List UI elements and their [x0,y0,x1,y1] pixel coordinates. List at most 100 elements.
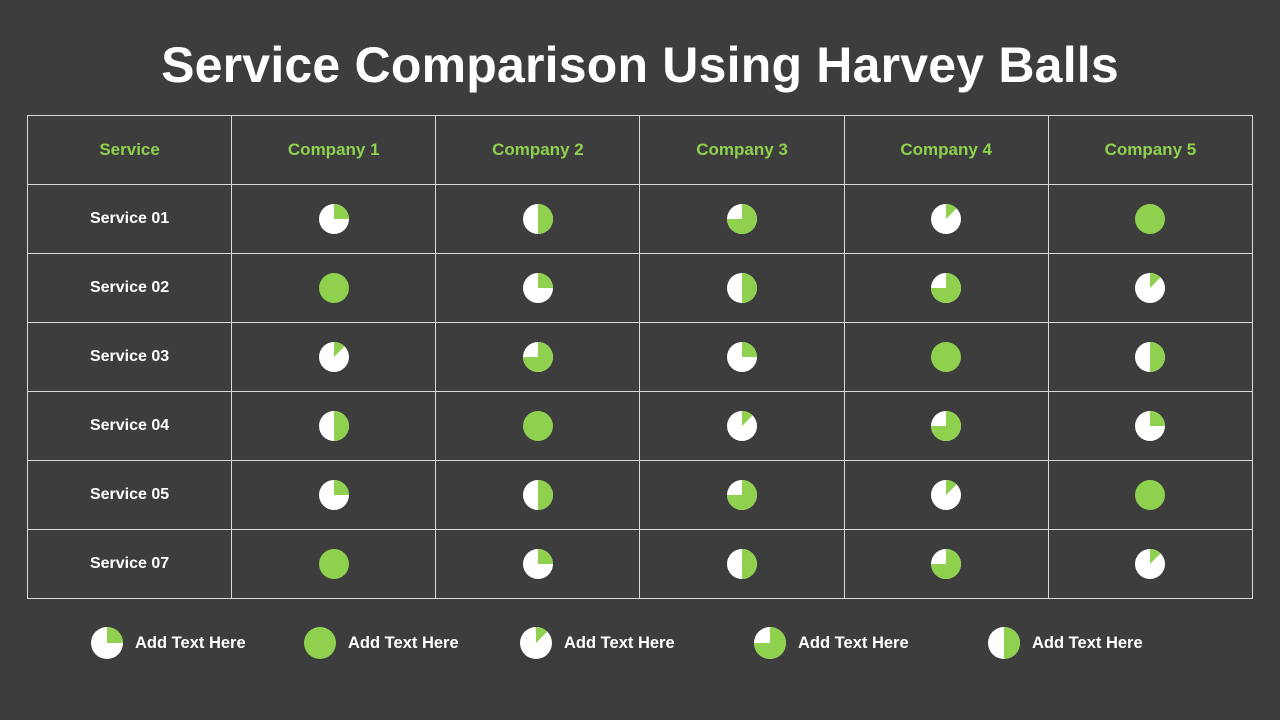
header-row: Service Company 1 Company 2 Company 3 Co… [26,115,1254,185]
harvey-ball-icon [1135,411,1166,441]
rating-cell-company-5 [1047,322,1254,392]
rating-cell-company-2 [435,529,641,599]
harvey-ball-icon [931,549,962,579]
table-row: Service 01 [26,184,1254,254]
harvey-ball-icon [727,549,758,579]
rating-cell-company-5 [1047,529,1254,599]
harvey-ball-icon [522,342,553,372]
legend-label: Add Text Here [564,633,675,652]
harvey-ball-icon [318,549,349,579]
harvey-ball-icon [318,273,349,303]
rating-cell-company-5 [1047,460,1254,530]
harvey-ball-base [318,549,349,579]
harvey-ball-icon [727,342,758,372]
legend-harvey-ball-icon [988,627,1020,659]
harvey-ball-icon [318,411,349,441]
legend-label: Add Text Here [348,633,459,652]
rating-cell-company-5 [1047,253,1254,323]
harvey-ball-fill [537,204,553,234]
table-row: Service 07 [26,529,1254,599]
harvey-ball-base [1135,204,1166,234]
harvey-ball-fill [727,480,758,510]
header-cell-company-1: Company 1 [231,115,437,185]
rating-cell-company-3 [639,460,845,530]
table-row: Service 04 [26,391,1254,461]
harvey-ball-fill [107,627,123,643]
harvey-ball-fill [333,342,345,357]
harvey-ball-fill [742,549,758,579]
harvey-ball-fill [536,627,548,643]
harvey-ball-fill [742,342,758,357]
rating-cell-company-2 [435,460,641,530]
rating-cell-company-1 [231,322,437,392]
harvey-ball-base [304,627,336,659]
harvey-ball-fill [333,411,349,441]
harvey-ball-base [1135,480,1166,510]
harvey-ball-icon [318,480,349,510]
legend-harvey-ball-icon [304,627,336,659]
rating-cell-company-3 [639,253,845,323]
harvey-ball-fill [754,627,786,659]
legend-item: Add Text Here [520,626,675,660]
rating-cell-company-3 [639,184,845,254]
harvey-ball-icon [1135,480,1166,510]
service-name-cell: Service 04 [26,391,233,461]
harvey-ball-icon [931,204,962,234]
harvey-ball-base [931,342,962,372]
legend-label: Add Text Here [798,633,909,652]
harvey-ball-fill [522,342,553,372]
rating-cell-company-1 [231,184,437,254]
rating-cell-company-4 [843,322,1049,392]
harvey-ball-fill [946,204,957,219]
service-name-cell: Service 01 [26,184,233,254]
harvey-ball-icon [522,204,553,234]
legend-label: Add Text Here [1032,633,1143,652]
rating-cell-company-2 [435,322,641,392]
rating-cell-company-3 [639,529,845,599]
legend-label: Add Text Here [135,633,246,652]
harvey-ball-icon [931,273,962,303]
rating-cell-company-1 [231,253,437,323]
table-row: Service 03 [26,322,1254,392]
harvey-ball-icon [522,411,553,441]
legend: Add Text Here Add Text Here Add Text Here A… [91,626,1191,662]
rating-cell-company-4 [843,529,1049,599]
harvey-ball-fill [931,273,962,303]
service-name-cell: Service 07 [26,529,233,599]
rating-cell-company-1 [231,391,437,461]
harvey-ball-fill [742,411,753,426]
legend-harvey-ball-icon [520,627,552,659]
header-cell-company-5: Company 5 [1047,115,1254,185]
rating-cell-company-2 [435,253,641,323]
harvey-ball-fill [946,480,957,495]
rating-cell-company-4 [843,460,1049,530]
rating-cell-company-3 [639,391,845,461]
rating-cell-company-5 [1047,391,1254,461]
harvey-ball-fill [1004,627,1020,659]
harvey-ball-icon [727,204,758,234]
harvey-ball-fill [1150,273,1161,288]
rating-cell-company-4 [843,253,1049,323]
harvey-ball-icon [727,480,758,510]
harvey-ball-icon [1135,549,1166,579]
harvey-ball-fill [333,480,349,495]
harvey-ball-fill [742,273,758,303]
harvey-ball-fill [1150,411,1166,426]
table-row: Service 02 [26,253,1254,323]
legend-item: Add Text Here [754,626,909,660]
rating-cell-company-1 [231,529,437,599]
harvey-ball-icon [1135,273,1166,303]
harvey-ball-base [318,273,349,303]
header-cell-company-4: Company 4 [843,115,1049,185]
harvey-ball-fill [537,549,553,564]
comparison-table: Service Company 1 Company 2 Company 3 Co… [26,115,1254,599]
harvey-ball-fill [931,411,962,441]
harvey-ball-fill [931,549,962,579]
harvey-ball-icon [522,549,553,579]
rating-cell-company-2 [435,184,641,254]
legend-item: Add Text Here [304,626,459,660]
header-cell-company-2: Company 2 [435,115,641,185]
table-row: Service 05 [26,460,1254,530]
harvey-ball-icon [522,273,553,303]
page-title: Service Comparison Using Harvey Balls [161,37,1119,93]
